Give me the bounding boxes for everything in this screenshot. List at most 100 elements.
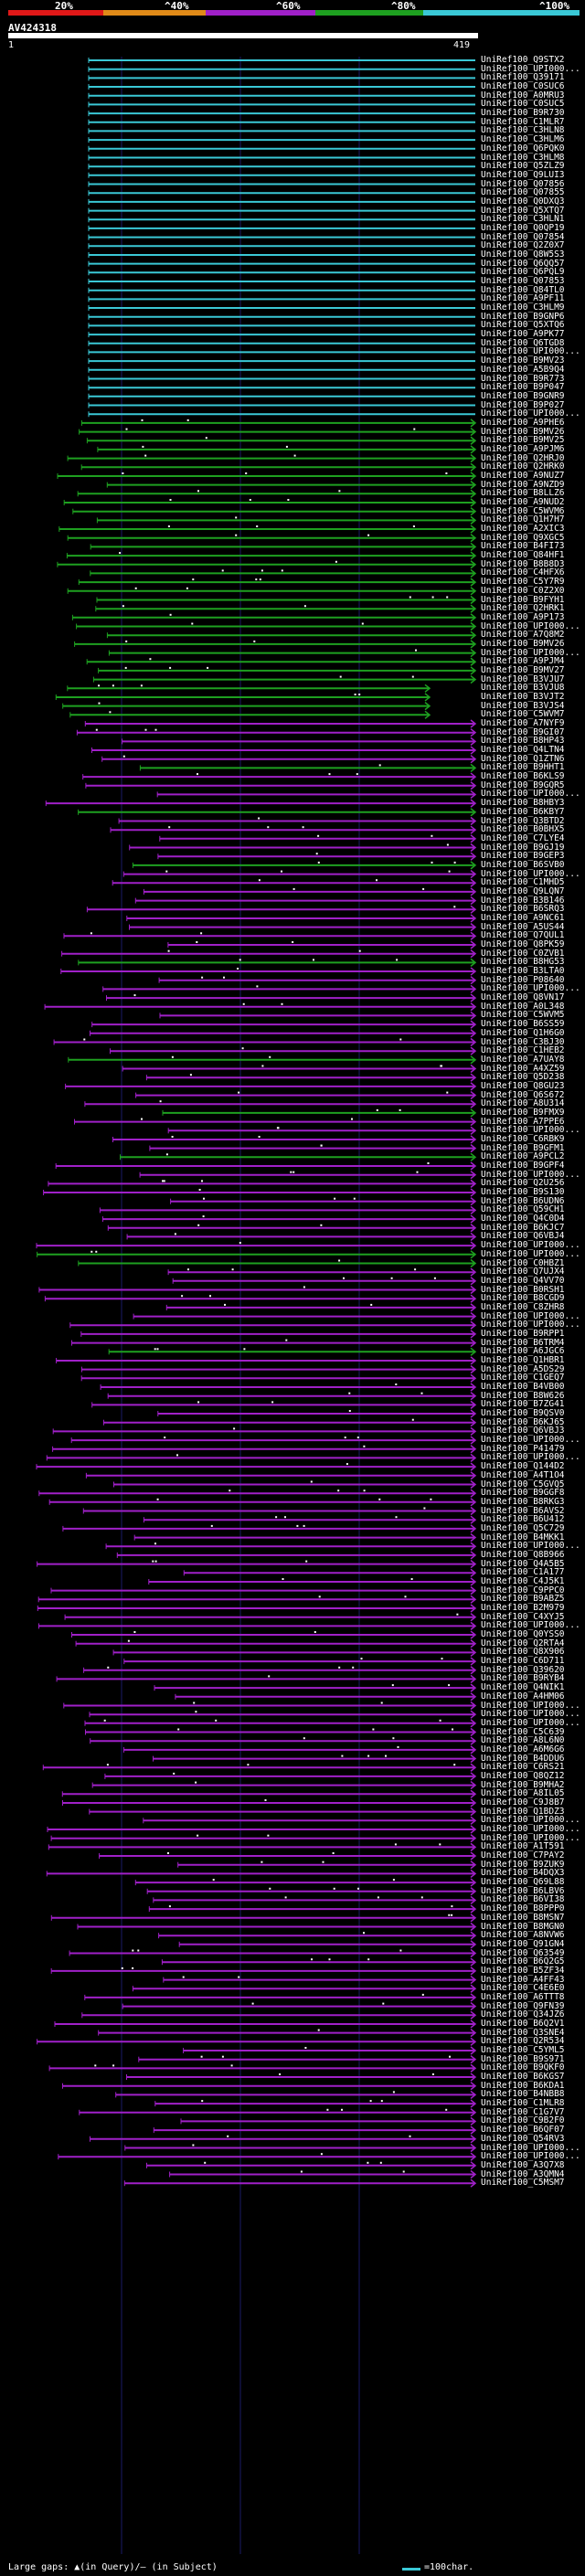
hit-label[interactable]: UniRef100_B6UDN6	[481, 1195, 565, 1206]
hit-label[interactable]: UniRef100_Q2RTA4	[481, 1638, 565, 1648]
hit-label[interactable]: UniRef100_Q2Z0X7	[481, 240, 565, 251]
hit-label[interactable]: UniRef100_Q6VBJ4	[481, 1231, 565, 1242]
hit-label[interactable]: UniRef100_C6RBK9	[481, 1134, 565, 1144]
hit-label[interactable]: UniRef100_Q4NIK1	[481, 1682, 565, 1693]
hit-label[interactable]: UniRef100_C0HBZ1	[481, 1257, 565, 1268]
hit-label[interactable]: UniRef100_B9MV27	[481, 664, 565, 675]
hit-label[interactable]: UniRef100_UPI000...	[481, 620, 580, 631]
hit-label[interactable]: UniRef100_Q1H7H7	[481, 514, 565, 525]
hit-label[interactable]: UniRef100_UPI000...	[481, 63, 580, 74]
hit-label[interactable]: UniRef100_B9GPF4	[481, 1161, 565, 1171]
hit-label[interactable]: UniRef100_C3BJ30	[481, 1036, 565, 1047]
hit-label[interactable]: UniRef100_A7UAY8	[481, 1054, 565, 1065]
hit-label[interactable]: UniRef100_B8HP43	[481, 736, 565, 747]
hit-label[interactable]: UniRef100_Q0DXQ3	[481, 196, 565, 207]
hit-label[interactable]: UniRef100_B9GNP6	[481, 311, 565, 322]
hit-label[interactable]: UniRef100_B6Q2V1	[481, 2019, 565, 2029]
hit-label[interactable]: UniRef100_Q8GU23	[481, 1080, 565, 1091]
hit-label[interactable]: UniRef100_Q3BTD2	[481, 815, 565, 826]
hit-label[interactable]: UniRef100_B6LBV6	[481, 1885, 565, 1896]
hit-label[interactable]: UniRef100_B6SS59	[481, 1019, 565, 1030]
hit-label[interactable]: UniRef100_A4FF43	[481, 1974, 565, 1985]
hit-label[interactable]: UniRef100_Q39171	[481, 72, 565, 83]
hit-label[interactable]: UniRef100_UPI000...	[481, 1435, 580, 1446]
hit-label[interactable]: UniRef100_C8ZHR8	[481, 1301, 565, 1312]
hit-label[interactable]: UniRef100_Q6PQL9	[481, 267, 565, 278]
hit-label[interactable]: UniRef100_Q5XTQ7	[481, 205, 565, 216]
hit-label[interactable]: UniRef100_C1MLR8	[481, 2098, 565, 2109]
hit-label[interactable]: UniRef100_UPI000...	[481, 868, 580, 879]
hit-label[interactable]: UniRef100_A8IL05	[481, 1788, 565, 1799]
hit-label[interactable]: UniRef100_Q07853	[481, 276, 565, 286]
hit-label[interactable]: UniRef100_C0ZVB1	[481, 948, 565, 959]
hit-label[interactable]: UniRef100_Q6VBJ3	[481, 1426, 565, 1436]
hit-label[interactable]: UniRef100_B8MSN7	[481, 1912, 565, 1923]
hit-label[interactable]: UniRef100_Q3SNE4	[481, 2027, 565, 2038]
hit-label[interactable]: UniRef100_Q8W5S3	[481, 249, 565, 260]
hit-label[interactable]: UniRef100_UPI000...	[481, 1248, 580, 1259]
hit-label[interactable]: UniRef100_B9S971	[481, 2053, 565, 2064]
hit-label[interactable]: UniRef100_C3HLN1	[481, 214, 565, 225]
hit-label[interactable]: UniRef100_A7NYF9	[481, 718, 565, 728]
hit-label[interactable]: UniRef100_B8PPP0	[481, 1903, 565, 1914]
hit-label[interactable]: UniRef100_Q144D2	[481, 1461, 565, 1472]
hit-label[interactable]: UniRef100_B9FMX9	[481, 1107, 565, 1118]
hit-label[interactable]: UniRef100_Q0YSS0	[481, 1629, 565, 1639]
hit-label[interactable]: UniRef100_B9S130	[481, 1187, 565, 1197]
hit-label[interactable]: UniRef100_A9NUZ7	[481, 471, 565, 481]
hit-label[interactable]: UniRef100_B4NBB8	[481, 2089, 565, 2100]
hit-label[interactable]: UniRef100_C5MSM7	[481, 2178, 565, 2189]
hit-label[interactable]: UniRef100_UPI000...	[481, 1620, 580, 1631]
hit-label[interactable]: UniRef100_UPI000...	[481, 1709, 580, 1720]
hit-label[interactable]: UniRef100_Q1ZTN6	[481, 753, 565, 764]
hit-label[interactable]: UniRef100_Q63549	[481, 1947, 565, 1958]
hit-label[interactable]: UniRef100_Q8QZ12	[481, 1770, 565, 1781]
hit-label[interactable]: UniRef100_A5US44	[481, 921, 565, 932]
hit-label[interactable]: UniRef100_Q59CH1	[481, 1204, 565, 1215]
hit-label[interactable]: UniRef100_B9ZUK9	[481, 1859, 565, 1870]
hit-label[interactable]: UniRef100_B3VJU7	[481, 673, 565, 684]
hit-label[interactable]: UniRef100_B9QKF0	[481, 2062, 565, 2073]
hit-label[interactable]: UniRef100_C1MHD5	[481, 877, 565, 888]
hit-label[interactable]: UniRef100_Q2HRK0	[481, 461, 565, 472]
hit-label[interactable]: UniRef100_C4XYJ5	[481, 1611, 565, 1622]
hit-label[interactable]: UniRef100_A9NZD9	[481, 479, 565, 490]
hit-label[interactable]: UniRef100_B6KDA1	[481, 2080, 565, 2091]
hit-label[interactable]: UniRef100_UPI000...	[481, 1125, 580, 1136]
hit-label[interactable]: UniRef100_C0SUC5	[481, 99, 565, 110]
hit-label[interactable]: UniRef100_B4FI73	[481, 541, 565, 552]
hit-label[interactable]: UniRef100_B3VJU8	[481, 683, 565, 694]
hit-label[interactable]: UniRef100_B6KJ65	[481, 1416, 565, 1427]
hit-label[interactable]: UniRef100_Q8B966	[481, 1549, 565, 1560]
hit-label[interactable]: UniRef100_C3HLM8	[481, 152, 565, 163]
hit-label[interactable]: UniRef100_A4T1O4	[481, 1469, 565, 1480]
hit-label[interactable]: UniRef100_B6Q2G5	[481, 1956, 565, 1967]
hit-label[interactable]: UniRef100_C7PAY2	[481, 1850, 565, 1860]
hit-label[interactable]: UniRef100_Q4C0D4	[481, 1214, 565, 1224]
hit-label[interactable]: UniRef100_C7LYE4	[481, 832, 565, 843]
hit-label[interactable]: UniRef100_C4HFX6	[481, 567, 565, 578]
hit-label[interactable]: UniRef100_UPI000...	[481, 1310, 580, 1321]
hit-label[interactable]: UniRef100_C5YML5	[481, 2045, 565, 2055]
hit-label[interactable]: UniRef100_A7PPE6	[481, 1116, 565, 1127]
hit-label[interactable]: UniRef100_Q0QP19	[481, 222, 565, 233]
hit-label[interactable]: UniRef100_A6M6G6	[481, 1744, 565, 1754]
hit-label[interactable]: UniRef100_UPI000...	[481, 1717, 580, 1728]
hit-label[interactable]: UniRef100_B9RYB4	[481, 1673, 565, 1684]
hit-label[interactable]: UniRef100_UPI000...	[481, 346, 580, 357]
hit-label[interactable]: UniRef100_C4J5K1	[481, 1576, 565, 1586]
hit-label[interactable]: UniRef100_Q1HBR1	[481, 1355, 565, 1365]
hit-label[interactable]: UniRef100_Q9LUI3	[481, 169, 565, 180]
hit-label[interactable]: UniRef100_B4VB00	[481, 1382, 565, 1392]
hit-label[interactable]: UniRef100_Q5D238	[481, 1072, 565, 1083]
hit-label[interactable]: UniRef100_A9NC61	[481, 913, 565, 923]
hit-label[interactable]: UniRef100_A4HM06	[481, 1691, 565, 1701]
hit-label[interactable]: UniRef100_Q6QQ57	[481, 258, 565, 269]
hit-label[interactable]: UniRef100_Q5ZLZ9	[481, 161, 565, 172]
hit-label[interactable]: UniRef100_A9PJM6	[481, 443, 565, 454]
hit-label[interactable]: UniRef100_B9GGF8	[481, 1488, 565, 1499]
hit-label[interactable]: UniRef100_C0Z2X0	[481, 585, 565, 596]
hit-label[interactable]: UniRef100_B8MGN0	[481, 1921, 565, 1932]
hit-label[interactable]: UniRef100_B8B8D3	[481, 558, 565, 569]
hit-label[interactable]: UniRef100_UPI000...	[481, 647, 580, 658]
